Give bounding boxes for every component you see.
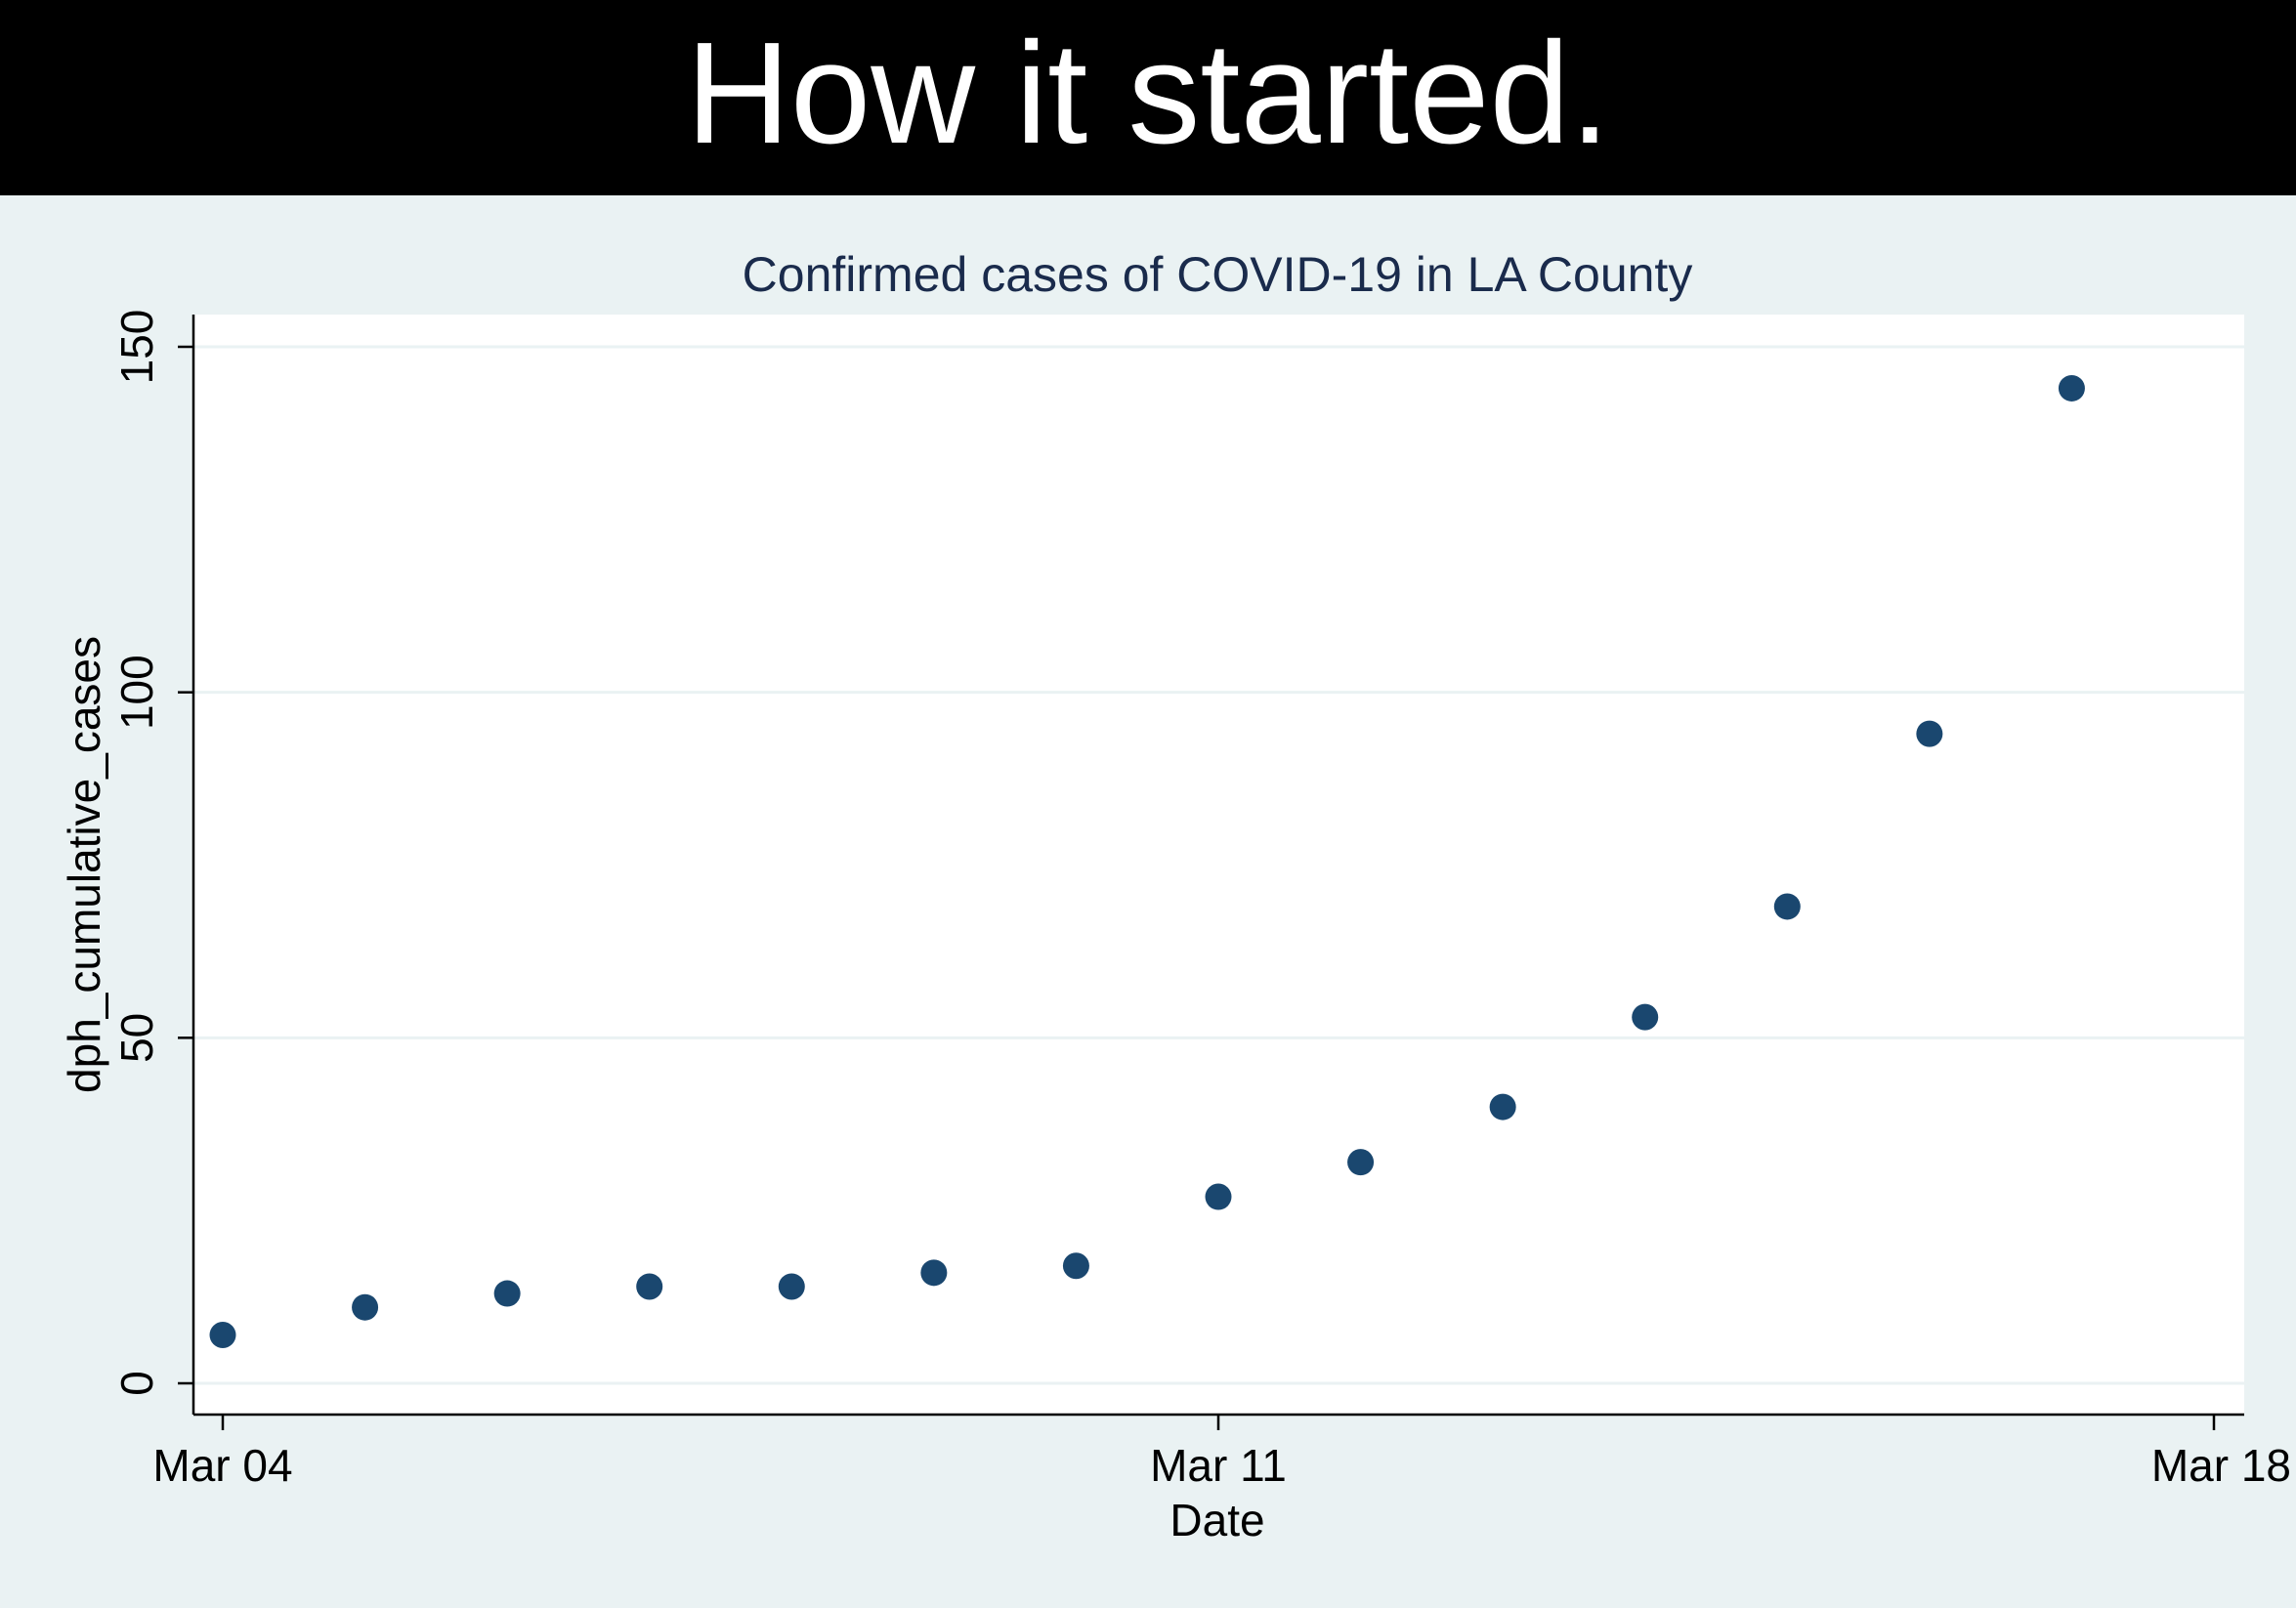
- plot-area: [193, 315, 2244, 1415]
- scatter-chart: Confirmed cases of COVID-19 in LA County…: [59, 247, 2291, 1545]
- y-tick-label: 50: [111, 1013, 162, 1063]
- chart-title: Confirmed cases of COVID-19 in LA County: [743, 247, 1693, 302]
- data-point: [209, 1321, 236, 1348]
- x-tick-label: Mar 18: [2151, 1440, 2291, 1491]
- data-point: [2058, 374, 2085, 402]
- y-tick-label: 100: [111, 655, 162, 730]
- data-point: [493, 1280, 521, 1307]
- data-points: [209, 374, 2085, 1348]
- data-point: [1489, 1093, 1516, 1121]
- gridlines: [193, 345, 2244, 1385]
- data-point: [778, 1273, 805, 1300]
- data-point: [1205, 1183, 1232, 1210]
- y-tick-label: 0: [111, 1371, 162, 1396]
- x-tick-label: Mar 04: [152, 1440, 292, 1491]
- data-point: [1062, 1252, 1089, 1280]
- data-point: [920, 1259, 948, 1287]
- banner-title: How it started.: [686, 13, 1610, 174]
- data-point: [1773, 893, 1801, 920]
- data-point: [636, 1273, 663, 1300]
- y-tick-label: 150: [111, 310, 162, 385]
- y-axis-label: dph_cumulative_cases: [59, 636, 109, 1093]
- x-axis-label: Date: [1169, 1495, 1264, 1545]
- banner: How it started.: [0, 0, 2296, 195]
- data-point: [1916, 720, 1943, 747]
- x-tick-label: Mar 11: [1150, 1440, 1287, 1491]
- ticks: 0 50 100 150 Mar 04 Mar 11 Mar 18: [111, 310, 2291, 1491]
- data-point: [352, 1293, 379, 1321]
- data-point: [1632, 1003, 1659, 1031]
- data-point: [1347, 1149, 1375, 1176]
